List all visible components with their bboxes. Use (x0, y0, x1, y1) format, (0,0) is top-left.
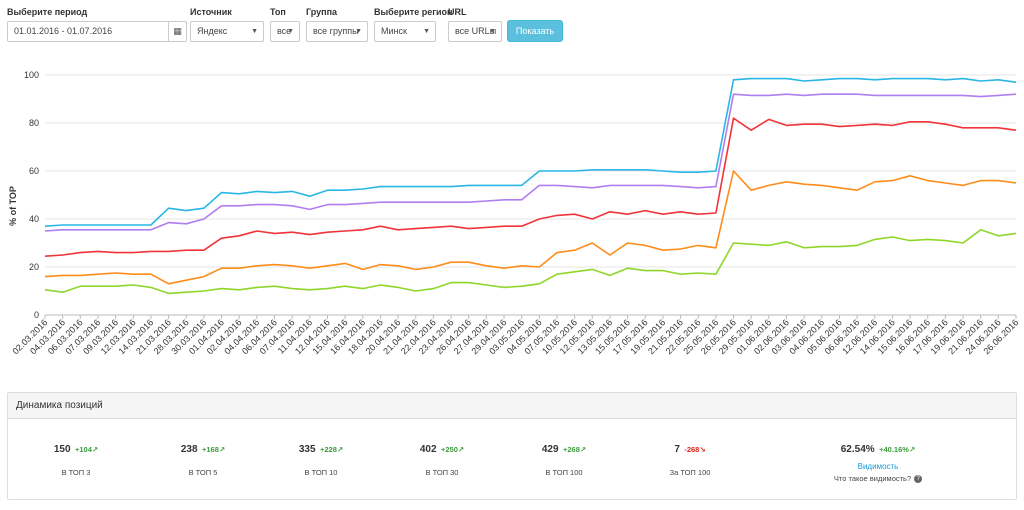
filter-bar: Выберите период 01.01.2016 - 01.07.2016 … (0, 0, 1024, 46)
chevron-down-icon: ▼ (423, 28, 430, 35)
stat-item: 402 +250↗ (382, 439, 502, 457)
stat-value: 7 (674, 444, 680, 455)
show-button[interactable]: Показать (507, 20, 563, 42)
y-axis-label: % of TOP (8, 186, 18, 226)
stat-delta: +228↗ (319, 445, 344, 454)
period-label: Выберите период (7, 7, 88, 17)
stat-delta: +268↗ (562, 445, 587, 454)
visibility-delta: +40.16%↗ (879, 445, 916, 454)
y-axis-ticks: 0 20 40 60 80 100 (24, 70, 39, 320)
y-tick-label: 100 (24, 70, 39, 80)
source-label: Источник (190, 7, 232, 17)
trend-up-icon: ↗ (908, 445, 916, 454)
stat-item: 238 +168↗ (143, 439, 263, 457)
region-value: Минск (381, 26, 407, 36)
source-value: Яндекс (197, 26, 228, 36)
position-dynamics-panel: Динамика позиций 150 +104↗ В ТОП 3 238 +16… (7, 392, 1017, 500)
chevron-down-icon: ▼ (251, 28, 258, 35)
source-select[interactable]: Яндекс ▼ (190, 21, 264, 42)
calendar-icon[interactable]: ▦ (168, 22, 186, 41)
stat-delta: -268↘ (684, 445, 706, 454)
top-value: все (277, 26, 292, 36)
url-label: URL (448, 7, 467, 17)
y-tick-label: 80 (29, 118, 39, 128)
stat-item: 429 +268↗ (504, 439, 624, 457)
stat-label: За ТОП 100 (669, 468, 711, 477)
region-label: Выберите регион (374, 7, 453, 17)
stat-item: 335 +228↗ (261, 439, 381, 457)
chart-series (44, 77, 1017, 295)
stat-value: 402 (419, 444, 437, 455)
chevron-down-icon: ▼ (489, 28, 496, 35)
stat-value: 238 (180, 444, 198, 455)
period-value: 01.01.2016 - 01.07.2016 (14, 26, 113, 36)
chevron-down-icon: ▼ (355, 28, 362, 35)
series-line-4 (44, 229, 1017, 295)
trend-up-icon: ↗ (336, 445, 344, 454)
url-value: все URLы (455, 26, 497, 36)
chevron-down-icon: ▼ (287, 28, 294, 35)
y-tick-label: 20 (29, 262, 39, 272)
visibility-help[interactable]: Что такое видимость?? (788, 474, 968, 484)
stat-item: 7 -268↘ (630, 439, 750, 457)
group-value: все группы (313, 26, 359, 36)
series-line-2 (44, 117, 1017, 257)
group-select[interactable]: все группы ▼ (306, 21, 368, 42)
stat-delta: +250↗ (440, 445, 465, 454)
stat-delta: +104↗ (74, 445, 99, 454)
stat-item: 150 +104↗ (16, 439, 136, 457)
stat-delta: +168↗ (201, 445, 226, 454)
trend-up-icon: ↗ (91, 445, 99, 454)
positions-chart: 0 20 40 60 80 100 % of TOP 02.03.201604.03.20… (8, 70, 1020, 356)
series-line-1 (44, 93, 1017, 232)
visibility-link[interactable]: Видимость (857, 462, 899, 471)
panel-title: Динамика позиций (8, 393, 1016, 419)
y-tick-label: 60 (29, 166, 39, 176)
stat-label: В ТОП 30 (425, 468, 459, 477)
region-select[interactable]: Минск ▼ (374, 21, 436, 42)
url-select[interactable]: все URLы ▼ (448, 21, 502, 42)
stat-label: В ТОП 10 (304, 468, 338, 477)
series-line-3 (44, 170, 1017, 285)
period-input[interactable]: 01.01.2016 - 01.07.2016 ▦ (7, 21, 187, 42)
trend-up-icon: ↗ (579, 445, 587, 454)
stat-value: 429 (541, 444, 559, 455)
stat-label: В ТОП 100 (545, 468, 583, 477)
trend-up-icon: ↗ (218, 445, 226, 454)
group-label: Группа (306, 7, 338, 17)
visibility-stat: 62.54% +40.16%↗ (788, 439, 968, 457)
stat-value: 150 (53, 444, 71, 455)
y-tick-label: 40 (29, 214, 39, 224)
top-select[interactable]: все ▼ (270, 21, 300, 42)
y-tick-label: 0 (34, 310, 39, 320)
x-axis-ticks: 02.03.201604.03.201606.03.201607.03.2016… (10, 315, 1020, 356)
trend-down-icon: ↘ (699, 445, 706, 454)
trend-up-icon: ↗ (457, 445, 465, 454)
top-label: Топ (270, 7, 286, 17)
stat-label: В ТОП 5 (188, 468, 218, 477)
visibility-value: 62.54% (840, 444, 875, 455)
series-line-0 (44, 77, 1017, 227)
stat-value: 335 (298, 444, 316, 455)
question-icon[interactable]: ? (914, 475, 923, 484)
stat-label: В ТОП 3 (61, 468, 91, 477)
